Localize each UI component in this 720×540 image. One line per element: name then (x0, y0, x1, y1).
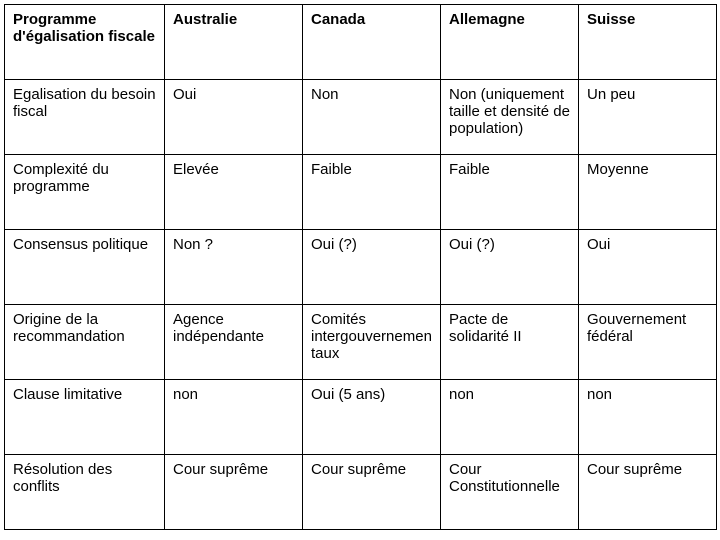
cell: Faible (441, 155, 579, 230)
table-row: Consensus politique Non ? Oui (?) Oui (?… (5, 230, 717, 305)
row-label: Consensus politique (5, 230, 165, 305)
cell: Oui (?) (441, 230, 579, 305)
table-header-row: Programme d'égalisation fiscale Australi… (5, 5, 717, 80)
cell: non (579, 380, 717, 455)
header-switzerland: Suisse (579, 5, 717, 80)
cell: Oui (?) (303, 230, 441, 305)
table-row: Egalisation du besoin fiscal Oui Non Non… (5, 80, 717, 155)
header-germany: Allemagne (441, 5, 579, 80)
row-label: Complexité du programme (5, 155, 165, 230)
cell: Comités intergouvernementaux (303, 305, 441, 380)
header-program: Programme d'égalisation fiscale (5, 5, 165, 80)
cell: Oui (165, 80, 303, 155)
cell: Cour suprême (303, 455, 441, 530)
cell: Oui (579, 230, 717, 305)
header-australia: Australie (165, 5, 303, 80)
cell: Non (303, 80, 441, 155)
row-label: Clause limitative (5, 380, 165, 455)
table-row: Complexité du programme Elevée Faible Fa… (5, 155, 717, 230)
cell: Gouvernement fédéral (579, 305, 717, 380)
table-row: Clause limitative non Oui (5 ans) non no… (5, 380, 717, 455)
cell: Cour Constitutionnelle (441, 455, 579, 530)
cell: Non ? (165, 230, 303, 305)
cell: Agence indépendante (165, 305, 303, 380)
cell: Faible (303, 155, 441, 230)
table-row: Résolution des conflits Cour suprême Cou… (5, 455, 717, 530)
cell: Non (uniquement taille et densité de pop… (441, 80, 579, 155)
cell: Moyenne (579, 155, 717, 230)
cell: Elevée (165, 155, 303, 230)
row-label: Origine de la recommandation (5, 305, 165, 380)
cell: Cour suprême (165, 455, 303, 530)
row-label: Egalisation du besoin fiscal (5, 80, 165, 155)
cell: non (165, 380, 303, 455)
cell: non (441, 380, 579, 455)
header-canada: Canada (303, 5, 441, 80)
cell: Cour suprême (579, 455, 717, 530)
table-row: Origine de la recommandation Agence indé… (5, 305, 717, 380)
cell: Pacte de solidarité II (441, 305, 579, 380)
cell: Oui (5 ans) (303, 380, 441, 455)
fiscal-equalization-table: Programme d'égalisation fiscale Australi… (4, 4, 717, 530)
cell: Un peu (579, 80, 717, 155)
row-label: Résolution des conflits (5, 455, 165, 530)
